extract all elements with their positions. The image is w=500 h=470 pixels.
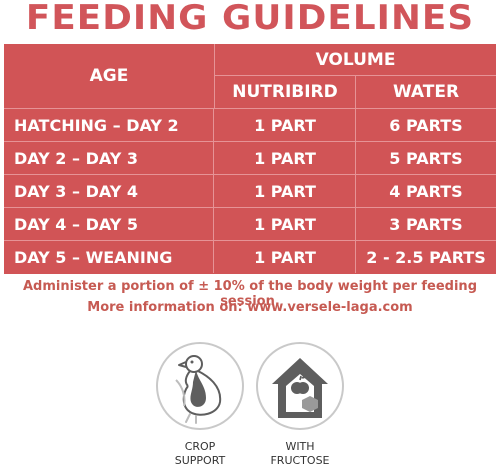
table-row: DAY 3 – DAY 4 1 PART 4 PARTS [4, 175, 496, 208]
water-cell: 6 PARTS [389, 115, 463, 135]
table-row: DAY 2 – DAY 3 1 PART 5 PARTS [4, 142, 496, 175]
with-fructose-badge [256, 342, 344, 430]
with-fructose-caption: WITH FRUCTOSE [240, 440, 360, 468]
page-title: FEEDING GUIDELINES [25, 0, 475, 38]
crop-support-caption: CROP SUPPORT [140, 440, 260, 468]
nutribird-cell: 1 PART [215, 241, 356, 273]
water-cell: 4 PARTS [389, 181, 463, 201]
crop-support-icon [175, 355, 222, 424]
nutribird-cell: 1 PART [215, 208, 356, 240]
table-row: DAY 4 – DAY 5 1 PART 3 PARTS [4, 208, 496, 241]
fructose-house-icon [272, 358, 328, 418]
age-cell: DAY 3 – DAY 4 [4, 175, 214, 207]
age-cell: DAY 4 – DAY 5 [4, 208, 214, 240]
dosage-note: Administer a portion of ± 10% of the bod… [22, 279, 477, 309]
feeding-table: AGE VOLUME NUTRIBIRD WATER HATCHING – DA… [4, 44, 496, 274]
crop-support-badge [156, 342, 244, 430]
table-row: DAY 5 – WEANING 1 PART 2 - 2.5 PARTS [4, 241, 496, 273]
header-water: WATER [356, 76, 496, 109]
header-nutribird: NUTRIBIRD [215, 76, 356, 109]
water-cell: 3 PARTS [389, 214, 463, 234]
caption-line: SUPPORT [174, 454, 226, 467]
water-cell: 2 - 2.5 PARTS [366, 247, 486, 267]
nutribird-cell: 1 PART [215, 142, 356, 174]
header-volume: VOLUME [215, 44, 496, 76]
caption-line: CROP [184, 440, 216, 453]
age-cell: HATCHING – DAY 2 [4, 109, 214, 141]
caption-line: FRUCTOSE [270, 454, 330, 467]
table-row: HATCHING – DAY 2 1 PART 6 PARTS [4, 109, 496, 142]
caption-line: WITH [285, 440, 315, 453]
nutribird-cell: 1 PART [215, 109, 356, 141]
water-cell: 5 PARTS [389, 148, 463, 168]
header-age: AGE [4, 44, 215, 109]
website-note: More information on: www.versele-laga.co… [87, 300, 413, 315]
age-cell: DAY 2 – DAY 3 [4, 142, 214, 174]
age-cell: DAY 5 – WEANING [4, 241, 214, 273]
nutribird-cell: 1 PART [215, 175, 356, 207]
